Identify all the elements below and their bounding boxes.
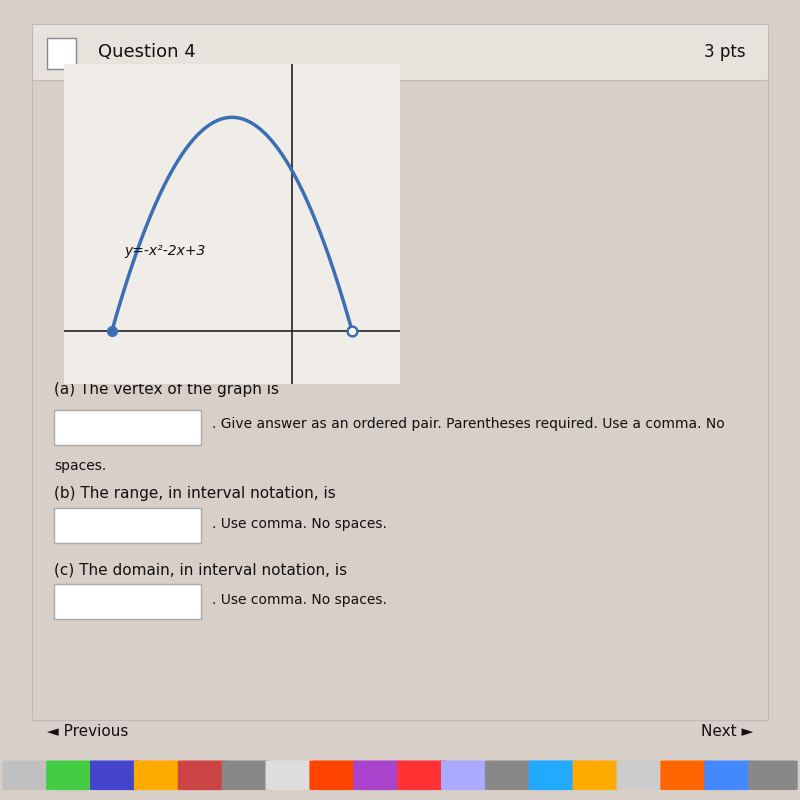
- FancyBboxPatch shape: [310, 761, 359, 790]
- FancyBboxPatch shape: [46, 38, 76, 70]
- FancyBboxPatch shape: [441, 761, 490, 790]
- FancyBboxPatch shape: [54, 584, 202, 619]
- FancyBboxPatch shape: [54, 410, 202, 445]
- Text: (b) The range, in interval notation, is: (b) The range, in interval notation, is: [54, 486, 336, 502]
- FancyBboxPatch shape: [222, 761, 271, 790]
- FancyBboxPatch shape: [397, 761, 446, 790]
- FancyBboxPatch shape: [178, 761, 227, 790]
- FancyBboxPatch shape: [529, 761, 578, 790]
- FancyBboxPatch shape: [617, 761, 666, 790]
- Text: Next ►: Next ►: [701, 725, 754, 739]
- Text: . Use comma. No spaces.: . Use comma. No spaces.: [212, 594, 387, 607]
- Text: ◄ Previous: ◄ Previous: [46, 725, 128, 739]
- FancyBboxPatch shape: [32, 24, 768, 80]
- FancyBboxPatch shape: [660, 761, 710, 790]
- Text: Question 4: Question 4: [98, 43, 196, 61]
- FancyBboxPatch shape: [54, 508, 202, 542]
- FancyBboxPatch shape: [266, 761, 315, 790]
- Text: . Use comma. No spaces.: . Use comma. No spaces.: [212, 517, 387, 530]
- FancyBboxPatch shape: [748, 761, 798, 790]
- FancyBboxPatch shape: [2, 761, 52, 790]
- Text: (c) The domain, in interval notation, is: (c) The domain, in interval notation, is: [54, 563, 347, 578]
- Text: 3 pts: 3 pts: [704, 43, 746, 61]
- FancyBboxPatch shape: [134, 761, 183, 790]
- FancyBboxPatch shape: [354, 761, 403, 790]
- FancyBboxPatch shape: [573, 761, 622, 790]
- Text: (a) The vertex of the graph is: (a) The vertex of the graph is: [54, 382, 279, 397]
- FancyBboxPatch shape: [485, 761, 534, 790]
- FancyBboxPatch shape: [46, 761, 96, 790]
- Text: y=-x²-2x+3: y=-x²-2x+3: [124, 244, 206, 258]
- FancyBboxPatch shape: [90, 761, 140, 790]
- FancyBboxPatch shape: [704, 761, 754, 790]
- Text: spaces.: spaces.: [54, 459, 106, 473]
- Text: . Give answer as an ordered pair. Parentheses required. Use a comma. No: . Give answer as an ordered pair. Parent…: [212, 418, 725, 431]
